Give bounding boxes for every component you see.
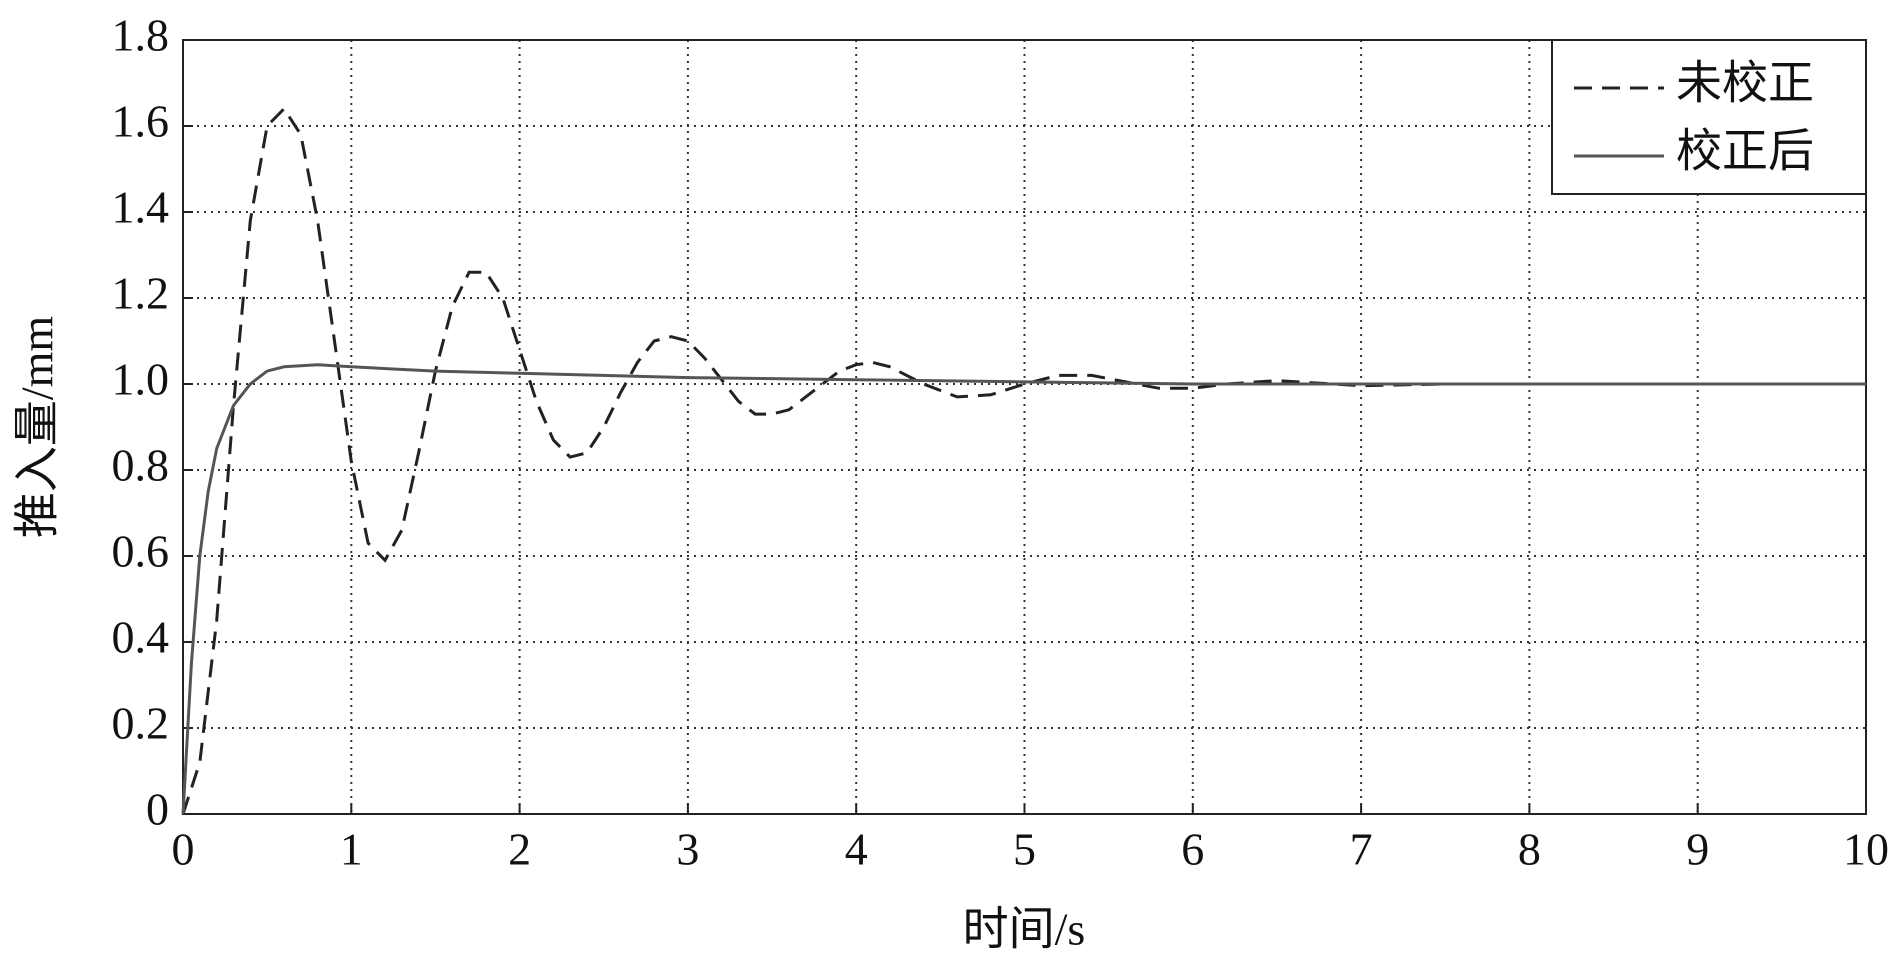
x-tick-label: 4	[845, 824, 868, 875]
y-tick-label: 1.8	[112, 10, 170, 61]
data-line	[181, 363, 1866, 815]
x-tick-label: 6	[1181, 824, 1204, 875]
x-tick-label: 10	[1843, 824, 1889, 875]
x-tick-label: 1	[340, 824, 363, 875]
y-tick-label: 1.2	[112, 268, 170, 319]
y-tick-label: 1.0	[112, 354, 170, 405]
y-tick-label: 1.4	[112, 182, 170, 233]
x-tick-label: 0	[172, 824, 195, 875]
x-tick-label: 3	[676, 824, 699, 875]
y-tick-label: 0.2	[112, 698, 170, 749]
data-line	[181, 106, 1866, 815]
y-tick-label: 0.6	[112, 526, 170, 577]
x-axis-label: 时间/s	[963, 904, 1086, 955]
legend-label: 校正后	[1676, 126, 1814, 177]
x-tick-label: 5	[1013, 824, 1036, 875]
x-tick-label: 8	[1518, 824, 1541, 875]
x-tick-label: 9	[1686, 824, 1709, 875]
y-axis-label: 推入量/mm	[12, 316, 63, 539]
legend-box	[1551, 39, 1867, 195]
y-tick-label: 0.8	[112, 440, 170, 491]
plot-frame	[182, 39, 1867, 815]
legend-label: 未校正	[1676, 58, 1814, 109]
y-tick-label: 0.4	[112, 612, 170, 663]
y-tick-label: 0	[146, 784, 169, 835]
y-tick-label: 1.6	[112, 96, 170, 147]
x-tick-label: 7	[1350, 824, 1373, 875]
x-tick-label: 2	[508, 824, 531, 875]
